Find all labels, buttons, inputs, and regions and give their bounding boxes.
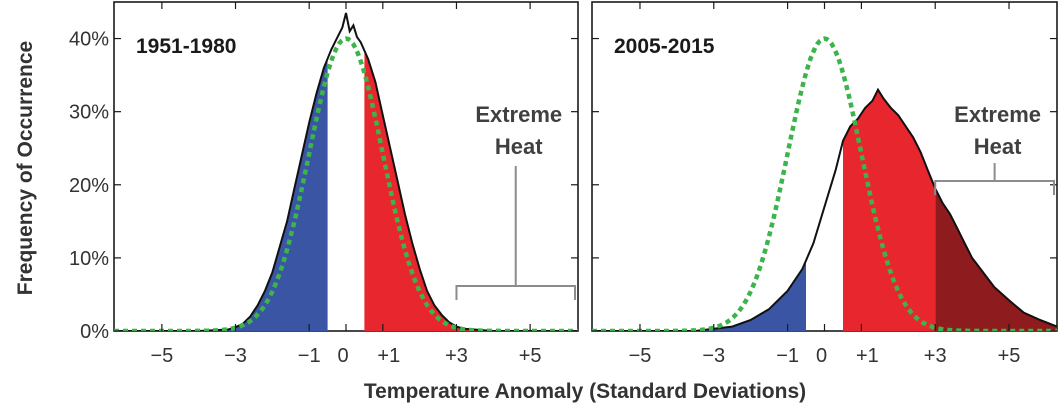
x-tick-label: +1 [377,345,400,367]
y-tick-label: 40% [69,29,109,51]
y-tick-label: 10% [69,248,109,270]
x-tick-label: 0 [337,345,348,367]
panel-1: −5 −3 −1 0 +1 +3 +5 0% 10% 20% 30% 40% 1951-1980 Extr… [69,1,579,367]
plot-area [592,36,1057,331]
annotation-line-2: Heat [974,134,1022,159]
x-tick-label: +5 [519,345,542,367]
x-tick-label: −1 [776,345,799,367]
x-tick-label: +5 [998,345,1021,367]
annotation-line-2: Heat [495,134,543,159]
reference-curve [114,36,578,331]
x-tick-label: +1 [856,345,879,367]
panel-title: 1951-1980 [136,35,236,58]
observed-curve [114,12,578,331]
panel-title: 2005-2015 [614,35,715,58]
x-tick-label: +3 [445,345,468,367]
y-tick-label: 0% [80,321,109,343]
plot-frame [113,1,579,332]
x-axis-title: Temperature Anomaly (Standard Deviations… [364,380,806,403]
x-tick-label: −5 [629,345,652,367]
reference-curve [592,36,1057,331]
area-warm [843,89,936,331]
panel-2: −5 −3 −1 0 +1 +3 +5 2005-2015 Extreme Heat [591,1,1058,367]
x-tick-label: −5 [150,345,173,367]
annotation-line-1: Extreme [954,102,1041,127]
area-cold [592,260,806,331]
x-tick-label: −3 [224,345,247,367]
plot-area [114,12,578,331]
area-cold [114,58,328,331]
x-tick-label: −1 [298,345,321,367]
y-tick-label: 20% [69,175,109,197]
area-extreme [935,188,1057,331]
x-tick-label: +3 [924,345,947,367]
y-axis-title: Frequency of Occurrence [14,41,37,295]
observed-curve [592,87,1057,331]
area-warm [364,50,578,331]
y-tick-label: 30% [69,102,109,124]
x-tick-label: 0 [816,345,827,367]
x-tick-label: −3 [702,345,725,367]
chart-panels: −5 −3 −1 0 +1 +3 +5 0% 10% 20% 30% 40% 1951-1980 Extr… [69,1,1058,367]
annotation-line-1: Extreme [475,102,562,127]
